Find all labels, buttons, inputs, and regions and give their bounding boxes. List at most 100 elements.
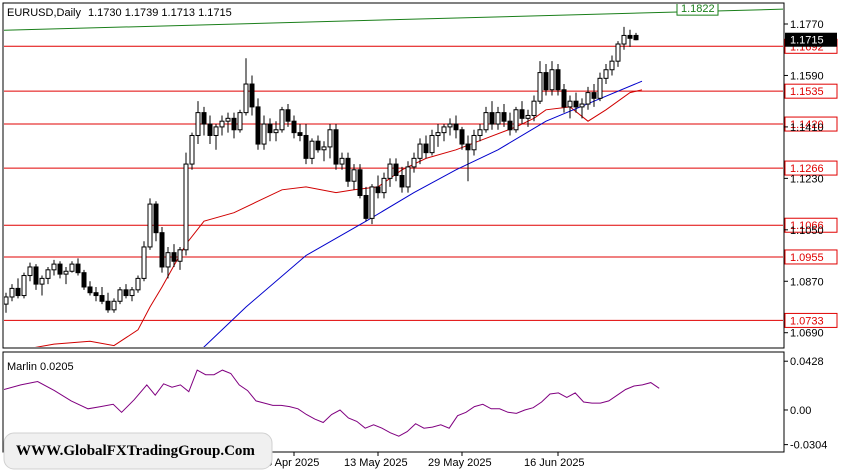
candle	[195, 101, 201, 145]
candle	[465, 135, 471, 182]
ind-tick-label: -0.0304	[790, 440, 827, 452]
candle-body	[579, 103, 585, 108]
candle-body	[435, 132, 441, 136]
candle	[399, 166, 405, 193]
candle-body	[15, 287, 21, 297]
candle-body	[555, 69, 561, 91]
candle-body	[417, 143, 423, 159]
candle	[621, 26, 627, 50]
candle-body	[153, 203, 159, 234]
candle	[321, 141, 327, 162]
candle-body	[51, 263, 57, 271]
candle-body	[483, 112, 489, 131]
candle-body	[315, 140, 321, 151]
candle	[153, 201, 159, 242]
candle-body	[57, 263, 63, 275]
level-label-1.1420: 1.1420	[790, 119, 824, 131]
candle-body	[567, 100, 573, 108]
candle-body	[21, 275, 27, 297]
channel-layer: 1.1822	[4, 4, 783, 31]
candle	[171, 244, 177, 267]
candle-body	[477, 129, 483, 136]
candle	[537, 61, 543, 105]
candle-body	[459, 129, 465, 145]
candle	[525, 109, 531, 127]
candle-body	[309, 140, 315, 159]
candle	[471, 129, 477, 156]
candle-body	[447, 123, 453, 128]
candle	[423, 135, 429, 159]
candle-body	[369, 186, 375, 219]
candle	[303, 124, 309, 165]
level-label-box-1.1066	[784, 217, 838, 233]
candle	[159, 226, 165, 273]
candle-body	[297, 132, 303, 136]
candle-body	[507, 120, 513, 131]
candle	[123, 284, 129, 299]
candle	[549, 61, 555, 96]
candle-body	[597, 77, 603, 99]
candle	[417, 138, 423, 165]
candle	[489, 101, 495, 130]
candle	[597, 72, 603, 102]
candle	[609, 55, 615, 76]
candle	[63, 266, 69, 285]
time-axis: 25 Apr 2025 13 May 2025 29 May 2025 16 Jun …	[260, 452, 585, 469]
candle	[93, 286, 99, 302]
x-tick-label: 16 Jun 2025	[524, 457, 585, 469]
candle-body	[177, 249, 183, 262]
ind-tick-label: 0.0428	[790, 356, 824, 368]
candle-body	[633, 34, 639, 41]
candle-body	[411, 157, 417, 168]
candle-body	[603, 69, 609, 79]
candle	[453, 115, 459, 139]
candle-body	[39, 277, 45, 285]
candle	[255, 98, 261, 150]
candle-body	[375, 186, 381, 194]
indicator-title: Marlin 0.0205	[7, 361, 74, 373]
candle-body	[219, 120, 225, 128]
candle-body	[351, 169, 357, 182]
candle	[387, 158, 393, 187]
candle	[237, 109, 243, 133]
candle	[369, 184, 375, 225]
price-axis: 1.16921.15351.14201.12661.10661.09551.07…	[784, 19, 838, 340]
candle-body	[381, 177, 387, 194]
candle-body	[207, 123, 213, 136]
candle-body	[195, 112, 201, 136]
candle-body	[159, 232, 165, 268]
x-tick-label: 13 May 2025	[344, 457, 408, 469]
main-plot-frame	[2, 2, 785, 349]
candle-body	[591, 92, 597, 99]
candle-body	[585, 92, 591, 105]
candle	[249, 75, 255, 116]
candle-body	[189, 134, 195, 165]
ma-fast-line	[34, 89, 643, 347]
candle	[75, 258, 81, 276]
indicator-plot-frame	[2, 351, 785, 453]
candle-body	[261, 123, 267, 145]
candle-body	[213, 126, 219, 136]
candle-body	[111, 300, 117, 311]
candle	[117, 286, 123, 305]
candle-body	[231, 117, 237, 131]
candle	[501, 104, 507, 127]
candle	[477, 124, 483, 142]
candle-body	[183, 163, 189, 251]
candle-body	[9, 287, 15, 298]
watermark-text: WWW.GlobalFXTradingGroup.Com	[16, 443, 255, 459]
candle-body	[87, 286, 93, 294]
y-tick-label: 1.0690	[790, 328, 824, 340]
candle	[231, 112, 237, 139]
candle	[15, 278, 21, 299]
level-label-1.1266: 1.1266	[790, 163, 824, 175]
candle	[129, 286, 135, 302]
candle	[177, 246, 183, 270]
level-label-box-1.1266	[784, 160, 838, 176]
candle	[507, 112, 513, 136]
candle-body	[63, 270, 69, 275]
candle-body	[123, 289, 129, 297]
candle-body	[69, 263, 75, 272]
candle-body	[399, 175, 405, 188]
